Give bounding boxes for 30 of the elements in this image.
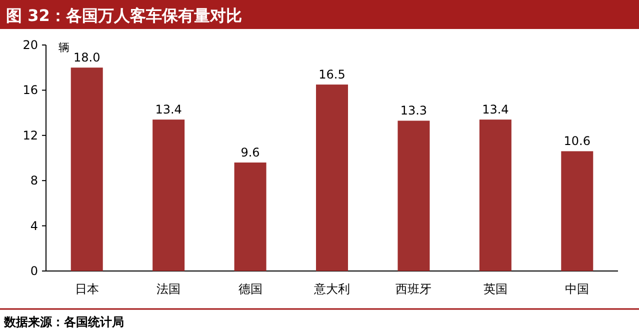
data-label: 13.3 <box>400 104 428 118</box>
x-tick-label: 法国 <box>156 282 181 296</box>
x-tick-label: 中国 <box>565 282 590 296</box>
y-tick-label: 4 <box>30 218 38 233</box>
y-tick-label: 0 <box>30 264 38 278</box>
y-tick-label: 20 <box>22 38 38 52</box>
y-tick-label: 16 <box>22 83 38 98</box>
data-label: 18.0 <box>74 50 100 65</box>
data-label: 9.6 <box>240 146 260 160</box>
source-note: 数据来源：各国统计局 <box>3 315 124 329</box>
x-tick-label: 英国 <box>483 282 508 296</box>
data-label: 13.4 <box>482 102 509 117</box>
x-tick-label: 西班牙 <box>396 282 432 296</box>
y-tick-label: 8 <box>30 174 38 188</box>
data-label: 16.5 <box>318 68 346 82</box>
bar <box>70 68 103 271</box>
x-tick-label: 意大利 <box>313 282 350 296</box>
y-axis-title: 辆 <box>58 41 70 54</box>
data-label: 10.6 <box>564 134 590 148</box>
bar <box>561 151 594 271</box>
x-tick-label: 德国 <box>238 282 262 296</box>
bar <box>234 162 266 271</box>
data-label: 13.4 <box>155 102 182 117</box>
bar <box>479 120 512 271</box>
bar <box>398 120 430 271</box>
x-tick-label: 日本 <box>74 282 99 296</box>
chart-title: 图 32：各国万人客车保有量对比 <box>6 6 242 25</box>
bar <box>316 84 348 271</box>
y-tick-label: 12 <box>22 128 38 142</box>
bar <box>152 120 185 271</box>
